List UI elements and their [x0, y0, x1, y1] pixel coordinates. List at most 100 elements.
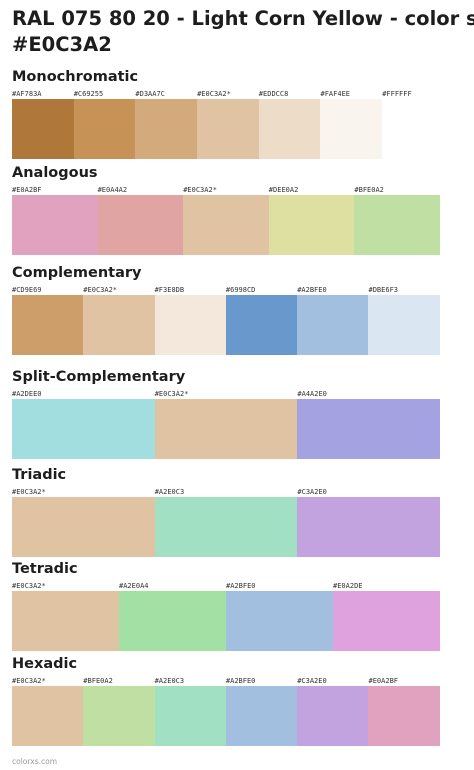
page-title: RAL 075 80 20 - Light Corn Yellow - colo…	[12, 6, 474, 58]
swatch-hex-label: #E0C3A2*	[83, 286, 118, 294]
color-swatch[interactable]	[226, 591, 333, 651]
color-swatch[interactable]	[268, 195, 355, 255]
swatch-row	[12, 686, 440, 746]
swatch-hex-label: #A4A2E0	[297, 390, 327, 398]
swatch-hex-label: #CD9E69	[12, 286, 42, 294]
swatch-hex-label: #FAF4EE	[320, 90, 351, 98]
color-swatch[interactable]	[320, 99, 383, 159]
swatch-hex-label: #C69255	[73, 90, 104, 98]
color-swatch[interactable]	[382, 99, 444, 159]
swatch-hex-label: #E0C3A2*	[12, 488, 46, 496]
scheme-title: Split-Complementary	[12, 369, 186, 385]
color-swatch[interactable]	[12, 497, 155, 557]
color-swatch[interactable]	[333, 591, 440, 651]
swatch-row	[12, 591, 440, 651]
color-swatch[interactable]	[225, 295, 298, 355]
swatch-labels: #AF783A #C69255 #D3AA7C #E0C3A2* #EDDCC8 #FAF…	[12, 89, 444, 99]
swatch-row	[12, 295, 440, 355]
swatch-hex-label: #BFE0A2	[83, 677, 113, 685]
color-swatch[interactable]	[183, 195, 269, 255]
color-swatch[interactable]	[297, 295, 369, 355]
color-swatch[interactable]	[354, 195, 440, 255]
color-swatch[interactable]	[154, 295, 226, 355]
swatch-hex-label: #C3A2E0	[297, 488, 327, 496]
swatch-hex-label: #A2BFE0	[297, 286, 327, 294]
color-swatch[interactable]	[97, 195, 184, 255]
scheme-title: Triadic	[12, 467, 67, 483]
color-swatch[interactable]	[83, 686, 155, 746]
swatch-hex-label: #EDDCC8	[258, 90, 289, 98]
swatch-hex-label: #A2E0A4	[119, 582, 149, 590]
color-swatch[interactable]	[297, 686, 369, 746]
color-swatch[interactable]	[12, 295, 84, 355]
swatch-hex-label: #E0C3A2*	[197, 90, 231, 98]
scheme-monochromatic: Monochromatic #AF783A #C69255 #D3AA7C #E0C3A…	[12, 68, 444, 159]
swatch-hex-label: #C3A2E0	[297, 677, 327, 685]
color-swatch[interactable]	[12, 99, 74, 159]
swatch-hex-label: #F3E8DB	[154, 286, 185, 294]
page-title-line1: RAL 075 80 20 - Light Corn Yellow - colo…	[12, 7, 474, 30]
swatch-labels: #E0C3A2* #A2E0C3 #C3A2E0	[12, 487, 440, 497]
swatch-labels: #E0C3A2* #A2E0A4 #A2BFE0 #E0A2DE	[12, 581, 440, 591]
swatch-hex-label: #AF783A	[12, 90, 42, 98]
color-swatch[interactable]	[119, 591, 226, 651]
scheme-title: Hexadic	[12, 656, 78, 672]
scheme-split-complementary: Split-Complementary #A2DEE0 #E0C3A2* #A4A2E…	[12, 368, 441, 459]
swatch-hex-label: #A2BFE0	[226, 582, 256, 590]
color-swatch[interactable]	[368, 686, 440, 746]
color-swatch[interactable]	[225, 686, 298, 746]
color-swatch[interactable]	[12, 591, 119, 651]
swatch-row	[12, 497, 441, 557]
page-title-line2: #E0C3A2	[12, 33, 112, 56]
swatch-row	[12, 99, 444, 159]
swatch-row	[12, 399, 441, 459]
color-swatch[interactable]	[258, 99, 321, 159]
swatch-hex-label: #E0C3A2*	[183, 186, 217, 194]
color-swatch[interactable]	[154, 686, 226, 746]
swatch-hex-label: #A2E0C3	[154, 488, 185, 496]
color-swatch[interactable]	[135, 99, 198, 159]
footer-site-name[interactable]: colorxs.com	[12, 757, 58, 766]
swatch-labels: #E0A2BF #E0A4A2 #E0C3A2* #DEE0A2 #BFE0A2	[12, 185, 440, 195]
scheme-analogous: Analogous #E0A2BF #E0A4A2 #E0C3A2* #DEE0A2 #B…	[12, 164, 440, 255]
swatch-hex-label: #E0A2DE	[333, 582, 363, 590]
swatch-hex-label: #A2BFE0	[225, 677, 256, 685]
swatch-hex-label: #E0A2BF	[368, 677, 399, 685]
scheme-tetradic: Tetradic #E0C3A2* #A2E0A4 #A2BFE0 #E0A2DE	[12, 560, 440, 651]
swatch-hex-label: #E0C3A2*	[12, 582, 46, 590]
color-swatch[interactable]	[12, 686, 84, 746]
swatch-hex-label: #E0C3A2*	[154, 390, 189, 398]
swatch-labels: #E0C3A2* #BFE0A2 #A2E0C3 #A2BFE0 #C3A2E0 #E0A…	[12, 676, 440, 686]
scheme-complementary: Complementary #CD9E69 #E0C3A2* #F3E8DB #6998…	[12, 264, 440, 355]
color-swatch[interactable]	[154, 399, 298, 459]
scheme-triadic: Triadic #E0C3A2* #A2E0C3 #C3A2E0	[12, 466, 441, 557]
color-swatch[interactable]	[297, 399, 441, 459]
color-swatch[interactable]	[12, 399, 155, 459]
swatch-labels: #CD9E69 #E0C3A2* #F3E8DB #6998CD #A2BFE0 #DBE…	[12, 285, 440, 295]
swatch-row	[12, 195, 440, 255]
swatch-hex-label: #E0A4A2	[97, 186, 128, 194]
color-swatch[interactable]	[83, 295, 155, 355]
color-swatch[interactable]	[12, 195, 98, 255]
swatch-hex-label: #A2DEE0	[12, 390, 42, 398]
swatch-hex-label: #DBE6F3	[368, 286, 399, 294]
scheme-title: Complementary	[12, 265, 142, 281]
swatch-hex-label: #6998CD	[225, 286, 256, 294]
swatch-hex-label: #A2E0C3	[154, 677, 185, 685]
color-swatch[interactable]	[368, 295, 440, 355]
swatch-hex-label: #DEE0A2	[268, 186, 299, 194]
swatch-hex-label: #FFFFFF	[382, 90, 412, 98]
scheme-title: Analogous	[12, 165, 98, 181]
color-swatch[interactable]	[297, 497, 441, 557]
scheme-title: Tetradic	[12, 561, 78, 577]
swatch-hex-label: #D3AA7C	[135, 90, 165, 98]
swatch-labels: #A2DEE0 #E0C3A2* #A4A2E0	[12, 389, 440, 399]
swatch-hex-label: #E0A2BF	[12, 186, 42, 194]
swatch-hex-label: #E0C3A2*	[12, 677, 46, 685]
scheme-title: Monochromatic	[12, 69, 139, 85]
swatch-hex-label: #BFE0A2	[354, 186, 384, 194]
scheme-hexadic: Hexadic #E0C3A2* #BFE0A2 #A2E0C3 #A2BFE0 #C3A…	[12, 655, 440, 746]
color-swatch[interactable]	[154, 497, 298, 557]
color-swatch[interactable]	[73, 99, 136, 159]
color-swatch[interactable]	[197, 99, 259, 159]
